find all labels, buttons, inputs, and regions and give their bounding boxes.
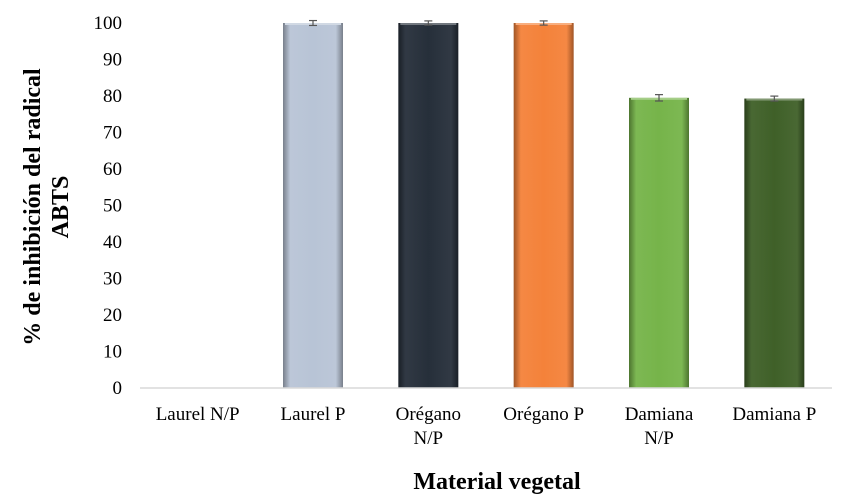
x-tick-label: Damiana N/P bbox=[625, 404, 694, 449]
bar bbox=[513, 23, 574, 388]
y-tick-label: 90 bbox=[103, 50, 122, 71]
bar bbox=[398, 23, 459, 388]
bar bbox=[744, 98, 805, 389]
y-tick-label: 20 bbox=[103, 305, 122, 326]
y-axis-ticks: 0 10 20 30 40 50 60 70 80 90 100 bbox=[94, 13, 123, 399]
bar bbox=[629, 97, 689, 388]
y-axis-title: % de inhibición del radical ABTS bbox=[20, 68, 74, 346]
y-tick-label: 80 bbox=[103, 86, 122, 107]
y-axis-title-line-1: % de inhibición del radical bbox=[20, 68, 46, 346]
x-axis-categories: Laurel N/P Laurel P Orégano N/P Orégano P Dam… bbox=[156, 404, 817, 449]
bars bbox=[283, 19, 805, 389]
y-tick-label: 30 bbox=[103, 269, 122, 290]
x-axis-title: Material vegetal bbox=[413, 469, 581, 495]
y-tick-label: 10 bbox=[103, 342, 122, 363]
y-tick-label: 40 bbox=[103, 232, 122, 253]
y-tick-label: 50 bbox=[103, 196, 122, 217]
x-tick-label: Damiana P bbox=[732, 404, 816, 425]
y-tick-label: 70 bbox=[103, 123, 122, 144]
y-tick-label: 100 bbox=[94, 13, 123, 34]
x-tick-label: Laurel P bbox=[281, 404, 346, 425]
x-tick-label: Orégano N/P bbox=[396, 404, 461, 449]
x-tick-label: Orégano P bbox=[503, 404, 584, 425]
y-tick-label: 0 bbox=[113, 378, 123, 399]
x-tick-label: Laurel N/P bbox=[156, 404, 240, 425]
bar bbox=[283, 23, 343, 388]
y-tick-label: 60 bbox=[103, 159, 122, 180]
y-axis-title-line-2: ABTS bbox=[48, 176, 74, 239]
